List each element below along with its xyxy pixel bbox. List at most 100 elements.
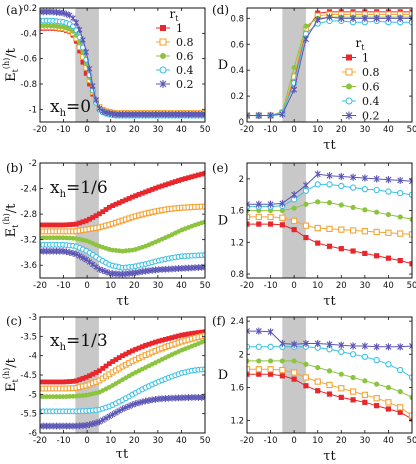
marker-filled-square <box>40 222 46 228</box>
marker-open-square <box>159 38 167 46</box>
marker-cross <box>247 111 250 120</box>
marker-cross <box>76 26 83 34</box>
marker-cross <box>73 19 80 27</box>
marker-open-circle <box>373 356 380 364</box>
marker-filled-square <box>139 344 145 350</box>
x-tick-label: 40 <box>383 125 394 135</box>
marker-filled-circle <box>338 371 344 377</box>
legend-entry-label: 0.6 <box>176 50 194 63</box>
marker-filled-square <box>267 221 274 227</box>
marker-filled-circle <box>57 394 63 400</box>
marker-filled-square <box>176 333 181 339</box>
marker-filled-circle <box>374 209 380 215</box>
y-tick-label: 1.2 <box>230 417 244 427</box>
x-tick-label: 10 <box>105 125 116 135</box>
marker-filled-square <box>87 216 92 222</box>
series-markers-1 <box>247 9 412 119</box>
marker-filled-circle <box>279 207 285 214</box>
y-tick-label: -2 <box>29 159 37 169</box>
y-tick-label: -3.6 <box>20 261 37 271</box>
x-tick-label: 40 <box>383 281 394 291</box>
x-tick-label: -10 <box>57 281 71 291</box>
x-tick-label: 50 <box>200 281 211 291</box>
x-tick-label: 30 <box>359 436 370 446</box>
marker-filled-square <box>346 54 352 61</box>
marker-filled-square <box>50 222 56 228</box>
marker-cross <box>202 394 205 401</box>
marker-filled-square <box>70 378 76 384</box>
marker-filled-circle <box>291 358 297 364</box>
marker-filled-square <box>143 189 148 195</box>
marker-filled-circle <box>303 361 309 367</box>
marker-open-square <box>397 404 404 411</box>
x-axis-label: τt <box>323 294 336 309</box>
marker-filled-square <box>146 188 152 194</box>
marker-filled-square <box>87 81 92 87</box>
marker-filled-square <box>196 172 201 178</box>
marker-cross <box>63 10 70 18</box>
series-group <box>40 329 205 430</box>
x-tick-label: -20 <box>33 281 47 291</box>
marker-filled-square <box>126 196 132 201</box>
marker-cross <box>397 343 404 351</box>
x-tick-label: 50 <box>407 281 416 291</box>
series-markers-0.6 <box>247 14 412 119</box>
marker-filled-square <box>149 340 155 346</box>
marker-filled-square <box>374 403 380 409</box>
x-axis-label: τt <box>116 447 129 462</box>
marker-filled-square <box>189 331 195 336</box>
marker-cross <box>345 111 353 120</box>
marker-filled-circle <box>47 394 53 400</box>
marker-filled-circle <box>385 384 392 391</box>
marker-filled-square <box>169 335 175 341</box>
marker-filled-square <box>247 221 250 227</box>
marker-cross <box>314 16 321 24</box>
panel-label: (f) <box>212 314 226 328</box>
panel-b: -20 -10 0 10 20 30 40 50 -2 -2.4 -2.8 -3.2 -3.6 (b) Et… <box>2 159 210 309</box>
marker-filled-circle <box>40 23 46 29</box>
marker-cross <box>103 414 109 422</box>
y-axis-label: D <box>218 368 228 383</box>
y-tick-label: -3.5 <box>20 332 37 342</box>
marker-filled-square <box>202 170 205 176</box>
marker-filled-square <box>362 399 368 405</box>
marker-filled-square <box>70 222 76 227</box>
marker-cross <box>80 254 86 262</box>
x-tick-label: -20 <box>240 281 254 291</box>
marker-open-square <box>279 366 286 374</box>
x-tick-label: 40 <box>383 436 394 446</box>
marker-open-circle <box>385 188 392 195</box>
marker-filled-square <box>90 371 96 377</box>
marker-filled-square <box>97 368 102 374</box>
marker-cross <box>373 175 380 183</box>
marker-filled-circle <box>409 394 412 400</box>
marker-open-square <box>385 399 392 406</box>
marker-filled-square <box>291 227 297 233</box>
marker-filled-square <box>136 192 142 197</box>
marker-cross <box>96 418 103 426</box>
marker-filled-circle <box>202 219 205 225</box>
marker-open-square <box>267 213 274 221</box>
marker-open-square <box>302 374 310 381</box>
annotation-xh: xh=1/3 <box>50 331 108 353</box>
marker-cross <box>291 86 298 94</box>
marker-filled-circle <box>346 83 352 90</box>
marker-filled-circle <box>362 378 368 384</box>
marker-open-square <box>302 222 310 229</box>
marker-filled-square <box>189 174 195 180</box>
axes-frame <box>246 7 413 123</box>
marker-cross <box>70 14 76 22</box>
series-markers-0.8 <box>247 366 412 419</box>
x-tick-label: 20 <box>129 125 140 135</box>
x-tick-label: 40 <box>176 436 187 446</box>
x-tick-label: 20 <box>129 281 140 291</box>
marker-cross <box>350 173 357 181</box>
marker-filled-square <box>54 379 59 385</box>
series-markers-0.4 <box>40 366 205 415</box>
marker-filled-square <box>57 222 63 228</box>
marker-filled-square <box>303 383 309 389</box>
x-tick-label: 30 <box>359 125 370 135</box>
marker-open-square <box>314 378 321 385</box>
marker-cross <box>129 401 136 409</box>
